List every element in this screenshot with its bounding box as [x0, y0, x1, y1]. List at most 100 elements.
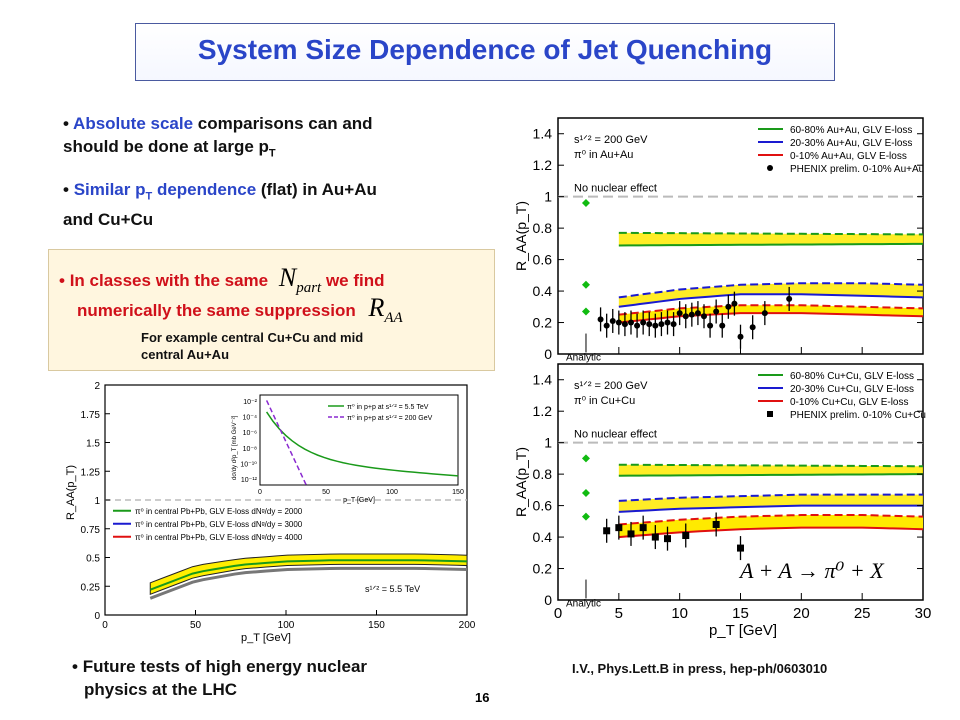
bullet-2-rest: (flat) in Au+Au [256, 180, 377, 199]
data-point [725, 303, 732, 310]
data-point [719, 322, 726, 329]
y-tick-label: 1 [544, 435, 552, 451]
box-note: For example central Cu+Cu and mid centra… [141, 329, 363, 363]
inset-y-tick-label: 10⁻⁸ [243, 446, 257, 453]
y-tick-label: 0.5 [86, 554, 100, 565]
no-effect-label: No nuclear effect [574, 429, 657, 441]
legend-label: 0-10% Au+Au, GLV E-loss [790, 151, 907, 162]
no-effect-label: No nuclear effect [574, 183, 657, 195]
y-tick-label: 0.2 [533, 315, 553, 331]
band-upper-20-30% [618, 282, 924, 299]
data-point [701, 313, 707, 320]
band-upper-60-80% [618, 463, 924, 468]
lhc-band [149, 553, 468, 596]
analytic-point [581, 489, 590, 498]
data-point [761, 310, 768, 317]
inset-y-tick-label: 10⁻¹² [241, 477, 258, 484]
y-tick-label: 1.2 [533, 403, 553, 419]
system-label: π⁰ in Cu+Cu [574, 395, 635, 407]
data-point [646, 321, 653, 328]
y-tick-label: 0.8 [533, 220, 553, 236]
y-axis-label: R_AA(p_T) [513, 201, 529, 271]
band-lower-60-80% [618, 242, 924, 247]
box-line-1: • In classes with the same Npart we find [59, 263, 385, 297]
legend-marker [767, 411, 773, 417]
inset-legend-label: π⁰ in p+p at s¹ᐟ² = 5.5 TeV [347, 403, 429, 411]
inset-y-tick-label: 10⁻⁴ [243, 415, 258, 422]
data-point [664, 319, 671, 326]
inset-x-tick-label: 0 [258, 489, 262, 496]
future-line-1: Future tests of high energy nuclear [82, 657, 368, 676]
raa-symbol: RAA [368, 293, 402, 327]
data-point [670, 321, 677, 328]
bullet-2-line2: and Cu+Cu [63, 210, 154, 230]
slide-title: System Size Dependence of Jet Quenching [197, 34, 773, 65]
system-label: π⁰ in Au+Au [574, 149, 633, 161]
x-axis-label: p_T [GeV] [709, 622, 777, 639]
y-tick-label: 0.2 [533, 561, 553, 577]
inset-x-tick-label: 100 [386, 489, 398, 496]
analytic-point [581, 307, 590, 316]
lhc-line-2000 [149, 559, 468, 591]
inset-y-tick-label: 10⁻² [243, 399, 257, 406]
analytic-point [581, 280, 590, 289]
legend-label: 20-30% Cu+Cu, GLV E-loss [790, 384, 914, 395]
bullet-1-line2: should be done at large p [63, 137, 269, 156]
x-tick-label: 30 [915, 605, 932, 622]
data-point [615, 524, 623, 532]
band-upper-0-10% [618, 304, 924, 316]
data-point [737, 544, 744, 552]
y-tick-label: 0.6 [533, 252, 553, 268]
data-point [651, 533, 659, 541]
analytic-point [581, 512, 590, 521]
inset-y-label: dσ/dy d²p_T [mb GeV⁻²] [232, 415, 238, 480]
x-tick-label: 15 [732, 605, 749, 622]
data-point [634, 322, 641, 329]
y-tick-label: 0.8 [533, 466, 553, 482]
x-axis-label: p_T [GeV] [241, 632, 291, 644]
band-upper-60-80% [618, 231, 924, 236]
panel-auau: Analytic 0 0.2 0.4 0.6 0.8 1 1.2 1.4 s¹ᐟ² = 200 G… [513, 117, 924, 363]
data-point [621, 321, 628, 328]
legend-label: π⁰ in central Pb+Pb, GLV E-loss dNᵍ/dy =… [135, 533, 303, 542]
y-tick-label: 1.2 [533, 157, 553, 173]
inset-legend-label: π⁰ in p+p at s¹ᐟ² = 200 GeV [347, 414, 433, 422]
band-60-80% [618, 232, 923, 246]
y-tick-label: 1.4 [533, 126, 553, 142]
data-point [652, 322, 659, 329]
y-tick-label: 1 [544, 189, 552, 205]
band-upper-20-30% [618, 493, 923, 502]
future-line-2: physics at the LHC [84, 680, 238, 699]
data-point [639, 524, 647, 532]
x-tick-label: 10 [671, 605, 688, 622]
inset-plot: 10⁻² 10⁻⁴ 10⁻⁶ 10⁻⁸ 10⁻¹⁰ 10⁻¹²0 50 100 150 p_T [… [232, 394, 464, 504]
y-tick-label: 1.75 [81, 410, 101, 421]
legend-label: 20-30% Au+Au, GLV E-loss [790, 138, 912, 149]
band-lower-60-80% [618, 473, 924, 477]
x-tick-label: 0 [554, 605, 562, 622]
lhc-chart: 0 0.25 0.5 0.75 1 1.25 1.5 1.75 2 0 50 100 150 200 p_T… [60, 377, 485, 645]
reference: I.V., Phys.Lett.B in press, hep-ph/06030… [572, 661, 828, 676]
page-number: 16 [475, 690, 490, 705]
legend-label: PHENIX prelim. 0-10% Au+Au [790, 164, 924, 175]
y-tick-label: 0.4 [533, 283, 553, 299]
bullet-1-highlight: Absolute scale [73, 114, 194, 133]
raa-sub: AA [384, 310, 403, 327]
box-note-line-2: central Au+Au [141, 347, 230, 362]
bullet-absolute-scale: • Absolute scale comparisons can and sho… [63, 114, 373, 160]
band-60-80% [618, 464, 923, 476]
bullet-1-sub: T [268, 147, 276, 160]
bullet-future-tests: • Future tests of high energy nuclear ph… [72, 655, 492, 701]
y-tick-label: 0.6 [533, 498, 553, 514]
inset-curve-lhc [265, 411, 459, 477]
data-point [749, 324, 756, 331]
data-point [694, 310, 701, 317]
data-point [688, 311, 695, 318]
data-point [603, 527, 611, 535]
data-point [603, 322, 610, 329]
x-tick-label: 25 [854, 605, 871, 622]
inset-frame [259, 394, 459, 486]
x-tick-label: 5 [615, 605, 623, 622]
legend-label: π⁰ in central Pb+Pb, GLV E-loss dNᵍ/dy =… [135, 507, 303, 516]
sqrt-s-label: s¹ᐟ² = 200 GeV [574, 134, 648, 146]
